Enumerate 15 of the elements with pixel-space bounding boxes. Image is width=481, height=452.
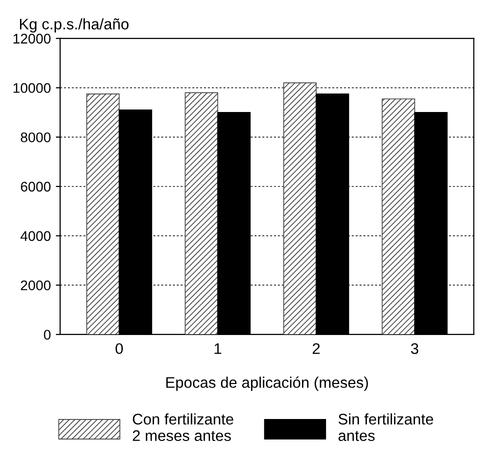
x-tick-label: 3 bbox=[411, 343, 418, 354]
y-axis-title: Kg c.p.s./ha/año bbox=[20, 18, 129, 32]
x-tick-label: 2 bbox=[312, 343, 320, 354]
y-tick-label: 2000 bbox=[20, 280, 51, 290]
legend-label: Con fertilizante 2 meses antes bbox=[132, 413, 234, 442]
y-tick-label: 6000 bbox=[20, 182, 51, 192]
legend-label: Sin fertilizante antes bbox=[338, 413, 434, 442]
y-tick-label: 10000 bbox=[14, 83, 51, 93]
y-tick-label: 0 bbox=[44, 330, 51, 340]
x-tick-label: 0 bbox=[116, 343, 123, 354]
y-tick-label: 12000 bbox=[14, 34, 51, 44]
y-tick-label: 8000 bbox=[20, 132, 51, 142]
x-axis-title: Epocas de aplicación (meses) bbox=[166, 376, 368, 391]
x-tick-label: 1 bbox=[214, 343, 222, 354]
y-tick-label: 4000 bbox=[20, 231, 51, 241]
